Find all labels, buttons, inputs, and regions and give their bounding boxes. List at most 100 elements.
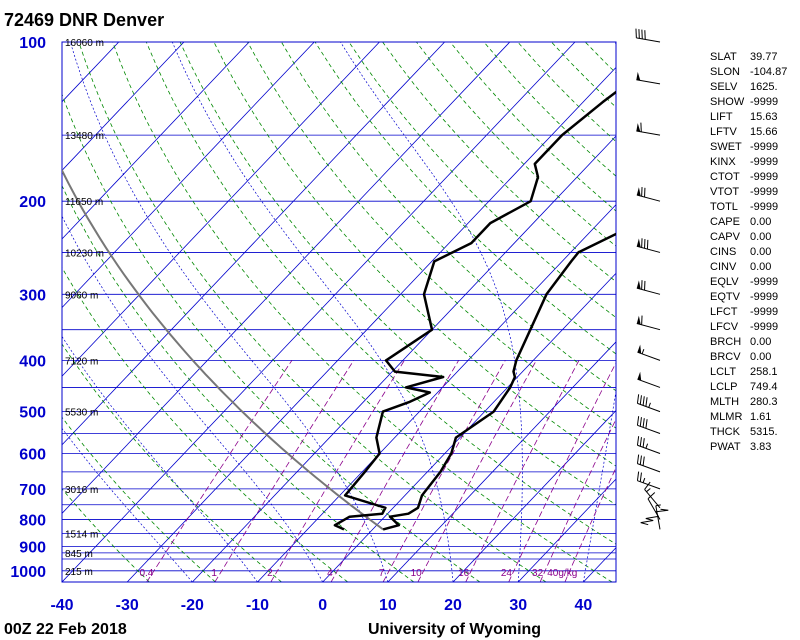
pressure-axis: 100 200 300 400 500 600 700 800 900 1000 — [10, 35, 46, 581]
temperature-tick-label: 20 — [444, 597, 462, 614]
stability-indices-table: SLAT 39.77 SLON -104.87 SELV 1625. SHOW -9999 LI… — [710, 50, 787, 455]
wind-barb-flag — [642, 438, 645, 448]
mixing-ratio-line — [539, 418, 616, 582]
plot-frame — [61, 41, 617, 583]
wind-barb — [636, 315, 661, 331]
index-value: 0.00 — [750, 231, 772, 243]
height-label: 13480 m — [65, 131, 104, 142]
footer-date: 00Z 22 Feb 2018 — [4, 621, 127, 638]
wind-barb-flag — [645, 397, 648, 407]
mixing-ratio-label: 24 — [501, 568, 513, 579]
index-row: SWET -9999 — [710, 140, 787, 155]
wind-barb-staff — [637, 480, 661, 490]
wind-barb-pennant — [636, 280, 641, 290]
wind-barb — [636, 471, 661, 490]
index-value: 0.00 — [750, 246, 772, 258]
isotherm-line — [322, 272, 616, 582]
wind-barb-staff — [636, 37, 661, 43]
index-value: 1625. — [750, 81, 778, 93]
wind-barb-staff — [636, 79, 661, 85]
wind-barb-half-flag — [648, 402, 651, 408]
wind-barb — [636, 454, 661, 473]
index-key: TOTL — [710, 201, 738, 213]
isotherm-line — [62, 42, 511, 514]
index-key: VTOT — [710, 186, 740, 198]
mixing-ratio-line — [417, 360, 537, 582]
isotherm-line — [452, 409, 616, 582]
mixing-ratio-line — [146, 360, 293, 582]
index-row: EQTV -9999 — [710, 290, 787, 305]
wind-barb-staff — [637, 351, 661, 361]
index-key: SLON — [710, 66, 740, 78]
index-row: LFTV 15.66 — [710, 125, 787, 140]
pressure-tick-label: 300 — [19, 287, 46, 304]
index-row: CAPV 0.00 — [710, 230, 787, 245]
dewpoint-profile — [333, 90, 616, 531]
pressure-tick-label: 100 — [19, 35, 46, 52]
index-value: -9999 — [750, 186, 779, 198]
isotherm-line — [62, 42, 380, 377]
mixing-ratio-line — [214, 360, 355, 582]
index-value: 280.3 — [750, 396, 778, 408]
index-key: CAPV — [710, 231, 740, 243]
index-row: SHOW -9999 — [710, 95, 787, 110]
wind-barb-flag — [642, 396, 645, 406]
index-key: SWET — [710, 141, 742, 153]
mixing-ratio-label: 16 — [458, 568, 470, 579]
index-row: THCK 5315. — [710, 425, 787, 440]
mixing-ratio-line — [382, 360, 506, 582]
wind-barb-staff — [636, 245, 661, 253]
mixing-ratio-line — [270, 360, 405, 582]
index-row: BRCH 0.00 — [710, 335, 787, 350]
index-key: MLMR — [710, 411, 743, 423]
height-label: 1514 m — [65, 529, 98, 540]
temperature-tick-label: 40 — [575, 597, 593, 614]
pressure-tick-label: 400 — [19, 353, 46, 370]
index-key: MLTH — [710, 396, 740, 408]
index-key: CTOT — [710, 171, 740, 183]
wind-barb-flag — [636, 471, 640, 481]
index-row: KINX -9999 — [710, 155, 787, 170]
index-value: 0.00 — [750, 336, 772, 348]
mixing-ratio-line — [564, 466, 616, 582]
isotherm-line — [517, 478, 616, 582]
index-key: CINV — [710, 261, 737, 273]
isotherm-line — [192, 135, 616, 582]
index-row: LIFT 15.63 — [710, 110, 787, 125]
moist-adiabat — [62, 427, 193, 582]
dry-adiabat — [62, 416, 216, 582]
height-label: 7120 m — [65, 356, 98, 367]
mixing-ratio-labels: 0.4 1 2 4 7 10 16 24 32 40g/kg — [139, 568, 577, 579]
wind-barb-pennant — [636, 187, 641, 197]
index-key: BRCH — [710, 336, 742, 348]
index-row: MLMR 1.61 — [710, 410, 787, 425]
pressure-tick-label: 800 — [19, 513, 46, 530]
temperature-tick-label: -30 — [116, 597, 139, 614]
wind-barb-flag — [642, 456, 645, 466]
pressure-tick-label: 200 — [19, 194, 46, 211]
wind-barb-flag — [647, 492, 656, 500]
wind-barb — [636, 394, 661, 413]
wind-barb-flag — [639, 472, 642, 482]
wind-barb-staff — [636, 194, 661, 202]
height-label: 215 m — [65, 567, 93, 578]
index-value: 15.63 — [750, 111, 778, 123]
index-value: -9999 — [750, 321, 779, 333]
index-key: LIFT — [710, 111, 733, 123]
wind-barb — [636, 436, 661, 454]
index-row: SELV 1625. — [710, 80, 787, 95]
index-key: EQTV — [710, 291, 740, 303]
index-key: EQLV — [710, 276, 739, 288]
wind-barb-pennant — [636, 238, 641, 248]
isotherm-line — [62, 42, 120, 103]
wind-barb — [637, 371, 661, 388]
dry-adiabat — [314, 42, 616, 355]
isotherm-line — [62, 42, 185, 171]
index-row: BRCV 0.00 — [710, 350, 787, 365]
temperature-tick-label: 10 — [379, 597, 397, 614]
index-row: LCLP 749.4 — [710, 380, 787, 395]
dry-adiabat — [62, 93, 481, 582]
index-value: -9999 — [750, 276, 779, 288]
index-value: 15.66 — [750, 126, 778, 138]
